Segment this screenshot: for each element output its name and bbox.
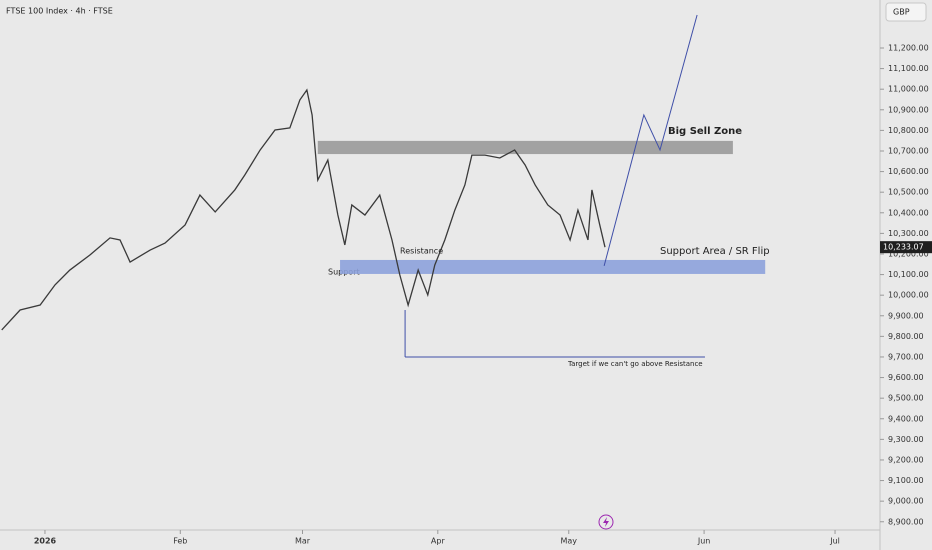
x-tick-label: Mar [295, 537, 311, 546]
y-tick-label: 10,500.00 [888, 188, 929, 197]
zone-label: Support Area / SR Flip [660, 246, 770, 257]
y-tick-label: 9,500.00 [888, 394, 924, 403]
y-tick-label: 10,700.00 [888, 146, 929, 155]
currency: GBP [893, 8, 910, 17]
zone-label: Big Sell Zone [668, 126, 742, 137]
currency-box[interactable] [885, 2, 927, 22]
alert-icon[interactable] [598, 514, 614, 530]
note: Resistance [400, 247, 443, 256]
y-tick-label: 10,400.00 [888, 208, 929, 217]
y-tick-label: 11,000.00 [888, 85, 929, 94]
y-tick-label: 10,000.00 [888, 291, 929, 300]
chart-title: FTSE 100 Index · 4h · FTSE [6, 7, 113, 16]
zone [317, 140, 733, 155]
y-tick-label: 9,900.00 [888, 311, 924, 320]
x-tick-label: May [560, 537, 577, 546]
y-tick-label: 9,600.00 [888, 373, 924, 382]
y-tick-label: 8,900.00 [888, 517, 924, 526]
y-tick-label: 9,100.00 [888, 476, 924, 485]
last-price-box [880, 241, 932, 254]
y-tick-label: 9,300.00 [888, 435, 924, 444]
y-tick-label: 9,000.00 [888, 497, 924, 506]
price-line [1, 88, 606, 331]
y-tick-label: 10,900.00 [888, 105, 929, 114]
y-tick-label: 10,200.00 [888, 249, 929, 258]
y-tick-label: 9,400.00 [888, 414, 924, 423]
y-tick-label: 9,800.00 [888, 332, 924, 341]
y-tick-label: 11,200.00 [888, 43, 929, 52]
x-tick-label: Feb [173, 537, 187, 546]
x-tick-label: Jul [829, 537, 840, 546]
y-tick-label: 10,800.00 [888, 126, 929, 135]
x-tick-label: Apr [431, 537, 446, 546]
x-tick-label: 2026 [34, 537, 57, 546]
y-tick-label: 9,200.00 [888, 455, 924, 464]
y-tick-label: 9,700.00 [888, 352, 924, 361]
y-tick-label: 10,100.00 [888, 270, 929, 279]
y-tick-label: 10,300.00 [888, 229, 929, 238]
x-tick-label: Jun [697, 537, 711, 546]
plot: 8,900.00 9,000.00 9,100.00 9,200.00 9,300.00… [1, 14, 932, 546]
last-price-label: 10,233.07 [883, 243, 924, 252]
projection-line [603, 14, 698, 267]
y-tick-label: 10,600.00 [888, 167, 929, 176]
zone [340, 259, 766, 274]
target-label: Target if we can't go above Resistance [567, 360, 703, 368]
y-tick-label: 11,100.00 [888, 64, 929, 73]
